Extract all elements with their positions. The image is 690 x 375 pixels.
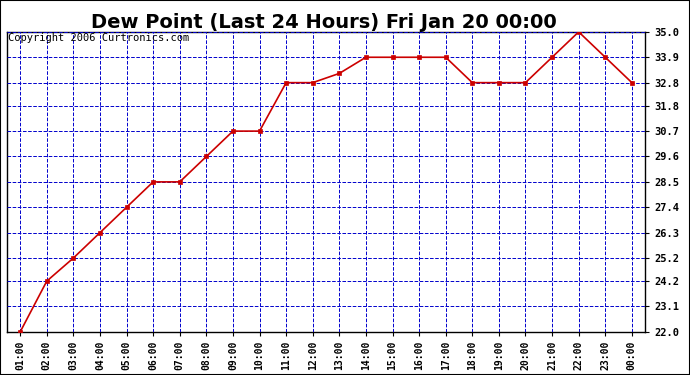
Text: Dew Point (Last 24 Hours) Fri Jan 20 00:00: Dew Point (Last 24 Hours) Fri Jan 20 00:…	[91, 13, 558, 32]
Text: Copyright 2006 Curtronics.com: Copyright 2006 Curtronics.com	[8, 33, 190, 44]
